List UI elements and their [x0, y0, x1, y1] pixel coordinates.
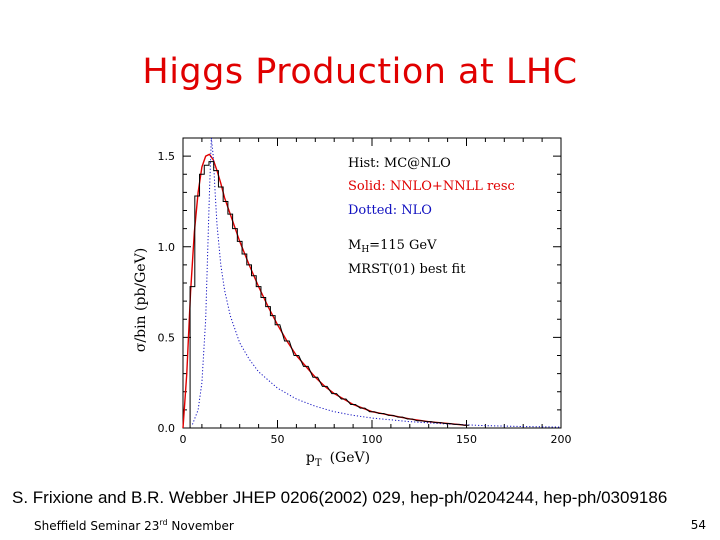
- annotation-pdf: MRST(01) best fit: [348, 262, 466, 277]
- x-axis-label-main: p: [306, 450, 315, 466]
- y-tick-label: 1.0: [158, 241, 176, 254]
- y-tick-label: 1.5: [158, 150, 176, 163]
- y-axis-label-group: σ/bin (pb/GeV): [133, 248, 149, 352]
- y-tick-label: 0.0: [158, 422, 176, 435]
- legend-dotted: Dotted: NLO: [348, 203, 432, 218]
- x-tick-label: 200: [551, 433, 572, 446]
- x-tick-label: 50: [271, 433, 285, 446]
- x-axis-label: pT (GeV): [306, 450, 370, 469]
- footer-seminar: Sheffield Seminar 23rd November: [34, 518, 234, 533]
- footer-seminar-sup: rd: [159, 518, 168, 527]
- annotation-higgs-mass: MH=115 GeV: [348, 238, 437, 255]
- footer-seminar-rest: November: [167, 519, 234, 533]
- x-tick-label: 150: [456, 433, 477, 446]
- slide-title: Higgs Production at LHC: [142, 52, 578, 92]
- series-layer: [182, 137, 562, 429]
- footer-seminar-main: Sheffield Seminar 23: [34, 519, 160, 533]
- axis-tick-labels: 0 50 100 150 200 0.0 0.5 1.0 1.5: [158, 150, 572, 446]
- legend: Hist: MC@NLO Solid: NNLO+NNLL resc Dotte…: [348, 156, 515, 277]
- page-number: 54: [690, 518, 706, 532]
- series-mcnlo-histogram: [189, 161, 469, 428]
- x-axis-label-unit: (GeV): [330, 450, 371, 466]
- citation: S. Frixione and B.R. Webber JHEP 0206(20…: [12, 488, 668, 507]
- series-nnlo-solid: [182, 153, 467, 429]
- axis-ticks: [182, 137, 562, 429]
- y-tick-label: 0.5: [158, 331, 176, 344]
- x-tick-label: 100: [362, 433, 383, 446]
- x-tick-label: 0: [180, 433, 187, 446]
- y-axis-label: σ/bin (pb/GeV): [133, 248, 149, 352]
- legend-solid: Solid: NNLO+NNLL resc: [348, 179, 515, 194]
- x-axis-label-sub: T: [315, 458, 322, 469]
- legend-hist: Hist: MC@NLO: [348, 156, 451, 171]
